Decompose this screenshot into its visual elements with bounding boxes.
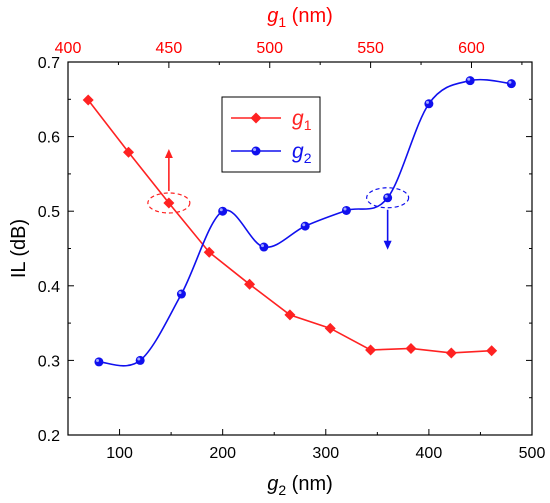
x-top-tick-label: 500 [256, 40, 283, 57]
x-top-axis-title: g1 (nm) [267, 5, 333, 30]
x-top-tick-label: 400 [55, 40, 82, 57]
x-bottom-tick-label: 100 [106, 445, 133, 462]
data-point [445, 347, 457, 359]
data-point [341, 205, 351, 215]
legend-label: g2 [292, 140, 312, 166]
x-bottom-tick-label: 400 [416, 445, 443, 462]
y-tick-label: 0.7 [38, 55, 60, 72]
data-point [465, 76, 475, 86]
data-point [424, 99, 434, 109]
x-top-tick-label: 450 [156, 40, 183, 57]
x-bottom-axis-title: g2 (nm) [267, 473, 333, 498]
data-point [284, 309, 296, 321]
y-tick-label: 0.5 [38, 204, 60, 221]
annotation-layer [147, 148, 410, 250]
legend-marker [250, 112, 262, 124]
dashed-ellipse [147, 192, 191, 214]
data-point-highlight [343, 207, 347, 211]
legend-label: g1 [292, 107, 312, 133]
y-tick-label: 0.4 [38, 279, 60, 296]
x-bottom-axis-title-unit: (nm) [286, 473, 333, 495]
series-layer [82, 76, 516, 367]
data-point [82, 94, 94, 106]
data-point-highlight [467, 77, 471, 81]
arrow-head [164, 148, 173, 158]
axes: 0.2 0.3 0.4 0.5 0.6 0.7 100 200 300 400 500 400 450 5… [8, 5, 545, 498]
data-point [218, 206, 228, 216]
plot-frame [67, 61, 533, 436]
data-point [163, 197, 175, 209]
x-bottom-axis-title-var: g [267, 473, 278, 495]
arrow-head [383, 240, 392, 250]
y-axis-title: IL (dB) [8, 219, 30, 278]
legend-marker [251, 146, 261, 156]
series-0 [82, 94, 498, 359]
y-tick-label: 0.6 [38, 130, 60, 147]
data-point-highlight [137, 357, 141, 361]
data-point [135, 355, 145, 365]
data-point-highlight [302, 223, 306, 227]
data-point [405, 342, 417, 354]
data-point [300, 221, 310, 231]
data-point [244, 278, 256, 290]
legend-label-var: g [292, 107, 304, 130]
data-point-highlight [261, 244, 265, 248]
data-point [324, 322, 336, 334]
legend-label-sub: 1 [304, 117, 312, 133]
data-point-highlight [425, 100, 429, 104]
data-point [203, 246, 215, 258]
data-point-highlight [508, 80, 512, 84]
data-point-highlight [96, 358, 100, 362]
data-point [506, 79, 516, 89]
x-top-tick-label: 600 [458, 40, 485, 57]
data-point [94, 357, 104, 367]
legend-label-sub: 2 [304, 150, 312, 166]
series-1 [94, 76, 516, 367]
x-bottom-tick-label: 300 [312, 445, 339, 462]
x-bottom-tick-label: 500 [519, 445, 546, 462]
x-bottom-axis-title-sub: 2 [278, 482, 286, 498]
annotation-1 [366, 187, 410, 250]
x-bottom-tick-label: 200 [209, 445, 236, 462]
data-point [383, 193, 393, 203]
data-point [176, 289, 186, 299]
annotation-0 [147, 148, 191, 214]
data-point-highlight [384, 194, 388, 198]
legend-item-0: g1 [231, 107, 312, 133]
x-top-axis-title-sub: 1 [278, 14, 286, 30]
x-top-tick-label: 550 [357, 40, 384, 57]
y-tick-label: 0.2 [38, 428, 60, 445]
x-top-axis-title-unit: (nm) [286, 5, 333, 27]
legend-label-var: g [292, 140, 304, 163]
data-point [259, 242, 269, 252]
data-point-highlight [219, 208, 223, 212]
legend-item-1: g2 [231, 140, 312, 166]
data-point [365, 344, 377, 356]
legend-box [221, 96, 321, 173]
data-point [486, 345, 498, 357]
y-tick-label: 0.3 [38, 353, 60, 370]
data-point [123, 146, 135, 158]
dashed-ellipse [366, 187, 410, 209]
x-top-axis-title-var: g [267, 5, 278, 27]
data-point-highlight [178, 291, 182, 295]
legend-marker-highlight [253, 148, 257, 152]
